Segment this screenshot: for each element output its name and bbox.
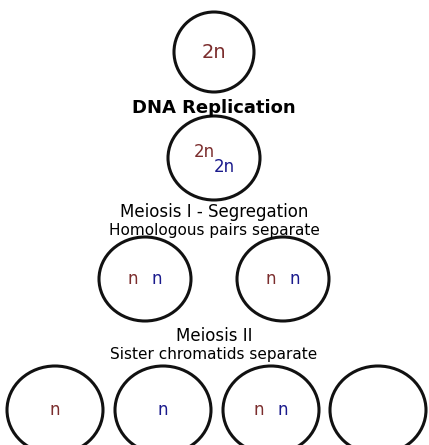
Text: n: n: [266, 270, 276, 288]
Text: Meiosis II: Meiosis II: [176, 327, 252, 345]
Text: Meiosis I - Segregation: Meiosis I - Segregation: [120, 203, 308, 221]
Text: 2n: 2n: [202, 43, 227, 61]
Text: 2n: 2n: [193, 143, 214, 161]
Text: 2n: 2n: [214, 158, 235, 176]
Text: n: n: [290, 270, 300, 288]
Text: n: n: [254, 401, 264, 419]
Text: n: n: [128, 270, 138, 288]
Text: n: n: [152, 270, 162, 288]
Text: Homologous pairs separate: Homologous pairs separate: [109, 223, 320, 239]
Text: n: n: [50, 401, 60, 419]
Text: Sister chromatids separate: Sister chromatids separate: [110, 347, 317, 361]
Text: n: n: [278, 401, 288, 419]
Text: DNA Replication: DNA Replication: [132, 99, 296, 117]
Text: n: n: [158, 401, 168, 419]
